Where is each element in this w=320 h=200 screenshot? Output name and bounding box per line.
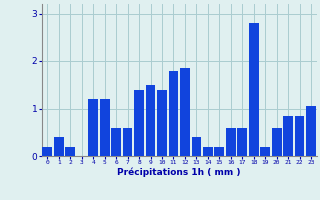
Bar (192, 137, 201, 156)
Bar (65, 146, 75, 156)
Bar (249, 23, 259, 156)
X-axis label: Précipitations 1h ( mm ): Précipitations 1h ( mm ) (117, 168, 241, 177)
Bar (111, 128, 121, 156)
Bar (169, 71, 178, 156)
Bar (54, 137, 64, 156)
Bar (214, 146, 224, 156)
Bar (134, 90, 144, 156)
Bar (100, 99, 109, 156)
Bar (226, 128, 236, 156)
Bar (260, 146, 270, 156)
Bar (306, 106, 316, 156)
Bar (180, 68, 190, 156)
Bar (203, 146, 213, 156)
Bar (88, 99, 98, 156)
Bar (146, 85, 156, 156)
Bar (157, 90, 167, 156)
Bar (272, 128, 282, 156)
Bar (237, 128, 247, 156)
Bar (43, 146, 52, 156)
Bar (295, 116, 304, 156)
Bar (123, 128, 132, 156)
Bar (283, 116, 293, 156)
